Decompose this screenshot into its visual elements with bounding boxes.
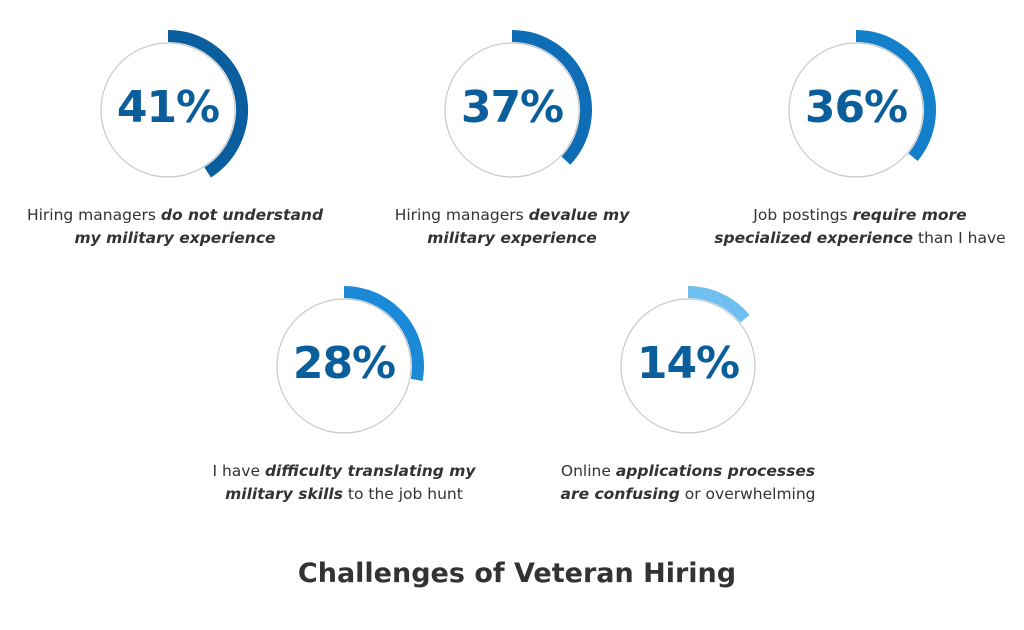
donut-track <box>444 42 580 178</box>
stat-label: I have difficulty translating my militar… <box>204 460 484 506</box>
label-text: Job postings <box>753 206 853 224</box>
donut-arc <box>167 30 248 178</box>
donut-track <box>276 298 412 434</box>
donut-chart <box>100 30 248 178</box>
stat-label: Hiring managers do not understand my mil… <box>25 204 325 250</box>
label-text: I have <box>212 462 265 480</box>
label-text: or overwhelming <box>679 485 816 503</box>
label-text: to the job hunt <box>342 485 463 503</box>
percentage-value: 14% <box>636 338 740 389</box>
donut-arc <box>511 30 592 165</box>
donut-chart <box>788 30 936 178</box>
donut-track <box>620 298 756 434</box>
donut-chart <box>276 286 424 434</box>
label-emphasis: devalue my military experience <box>427 206 630 247</box>
chart-title: Challenges of Veteran Hiring <box>297 558 737 589</box>
donut-track <box>100 42 236 178</box>
donut-arc <box>855 30 936 161</box>
label-emphasis: require more specialized experience <box>714 206 967 247</box>
percentage-value: 36% <box>804 82 908 133</box>
percentage-value: 37% <box>460 82 564 133</box>
label-text: than I have <box>913 229 1006 247</box>
percentage-value: 41% <box>116 82 220 133</box>
donut-chart <box>620 286 756 434</box>
donut-arc <box>687 286 750 323</box>
stat-label: Job postings require more specialized ex… <box>710 204 1010 250</box>
donut-chart <box>444 30 592 178</box>
label-text: Hiring managers <box>26 206 161 224</box>
label-emphasis: applications processes are confusing <box>560 462 816 503</box>
stat-label: Online applications processes are confus… <box>548 460 828 506</box>
percentage-value: 28% <box>292 338 396 389</box>
label-emphasis: difficulty translating my military skill… <box>225 462 476 503</box>
label-text: Online <box>560 462 616 480</box>
label-text: Hiring managers <box>394 206 529 224</box>
donut-track <box>788 42 924 178</box>
donut-arc <box>343 286 424 381</box>
label-emphasis: do not understand my military experience <box>74 206 324 247</box>
stat-label: Hiring managers devalue my military expe… <box>382 204 642 250</box>
